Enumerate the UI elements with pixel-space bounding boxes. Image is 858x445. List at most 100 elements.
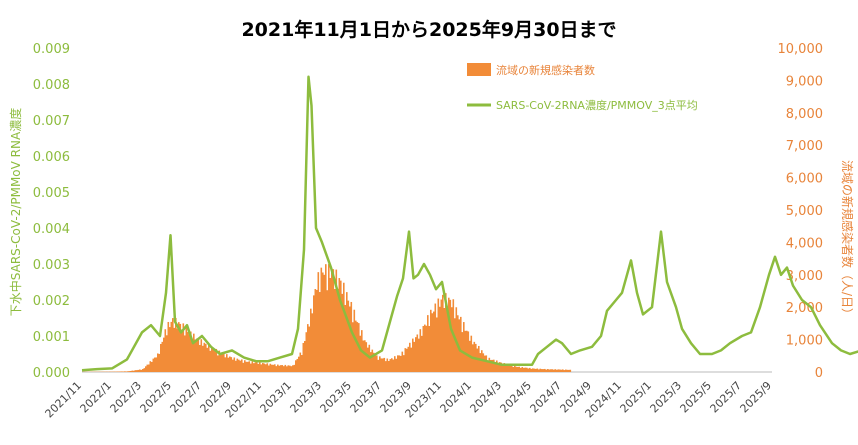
bar [407,346,410,372]
bar [380,358,383,372]
bar [344,304,347,372]
bar [217,355,219,372]
bar [227,357,230,372]
bar [145,366,147,372]
x-tick-label: 2022/5 [138,379,175,416]
bar [122,371,125,372]
bar [521,366,524,372]
bar [173,327,176,372]
bar [269,363,272,372]
bar [133,370,135,372]
bar [316,289,318,372]
bar [197,337,200,372]
right-tick-label: 8,000 [786,107,823,122]
bar [317,272,320,372]
left-tick-label: 0.001 [33,330,70,345]
bar [257,363,260,372]
bar [470,335,473,372]
bar [137,369,140,372]
bar [206,347,209,372]
bar [262,363,264,372]
bar [334,289,336,372]
bar [505,365,507,372]
x-tick-label: 2023/1 [258,379,295,416]
bar [314,289,317,372]
bar [431,313,434,372]
x-tick-label: 2023/7 [348,379,385,416]
bar [280,365,282,372]
bar [140,369,143,372]
bar [152,358,155,372]
bar [518,366,521,372]
bar [263,363,266,372]
bar [232,359,234,372]
bar [548,369,551,372]
bar [383,357,386,372]
legend-bar-label: 流域の新規感染者数 [496,63,595,77]
x-tick-label: 2024/7 [528,379,565,416]
bar [382,358,384,372]
bar [322,272,324,372]
bar [146,364,149,372]
bar [239,360,242,372]
bar [235,360,237,372]
left-tick-label: 0.008 [33,78,70,93]
x-tick-label: 2025/3 [648,379,685,416]
bar [499,362,501,372]
x-tick-label: 2024/1 [438,379,475,416]
bar [490,359,492,372]
bar [136,370,138,372]
right-tick-label: 0 [815,366,823,381]
bar [416,334,419,372]
bar [376,355,378,372]
bar [542,369,545,372]
bar [169,327,171,372]
bar [412,338,414,372]
bar [406,348,408,372]
bar [158,353,161,372]
bar [242,362,245,372]
bar [134,370,137,372]
bar [496,360,498,372]
bar [326,290,329,372]
bar [562,369,564,372]
bar [362,340,365,372]
bar [367,347,369,372]
bar [340,280,342,372]
bar [214,350,216,372]
bar [463,322,465,372]
bar [175,317,177,372]
bar [530,368,533,372]
bar [379,356,381,372]
bar [338,278,341,372]
right-tick-label: 7,000 [786,139,823,154]
bar [220,353,222,372]
left-tick-label: 0.005 [33,186,70,201]
bar [304,341,306,372]
bar [229,356,231,372]
bar [320,267,323,372]
bar [419,329,422,372]
bar [349,306,351,372]
bar [236,358,239,372]
bar [172,318,174,372]
bar [434,303,437,372]
bar [271,364,273,372]
bar [127,371,129,372]
bar [476,348,479,372]
bar [307,324,309,372]
bar [187,332,189,372]
bar [397,355,399,372]
bar [502,364,504,372]
right-tick-label: 1,000 [786,334,823,349]
legend-line-label: SARS-CoV-2RNA濃度/PMMOV_3点平均 [496,98,698,112]
bar [278,365,281,372]
bar [284,364,287,372]
bar [209,350,212,372]
bar [467,331,470,372]
bar [283,366,285,372]
bar [566,369,569,372]
bar [196,338,198,372]
bar [328,264,330,372]
bar [401,351,404,372]
